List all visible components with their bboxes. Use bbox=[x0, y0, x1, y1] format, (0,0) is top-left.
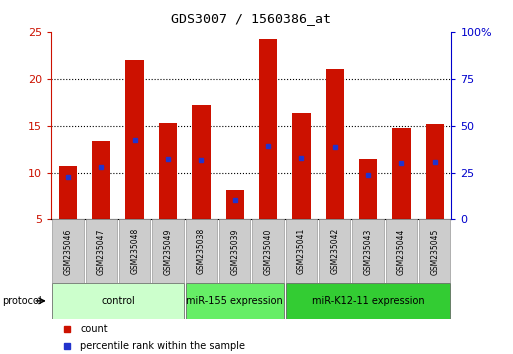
Bar bbox=[319, 219, 350, 283]
Bar bbox=[86, 219, 117, 283]
Bar bbox=[126, 60, 144, 219]
Text: GSM235049: GSM235049 bbox=[164, 228, 172, 275]
Text: GDS3007 / 1560386_at: GDS3007 / 1560386_at bbox=[171, 12, 331, 25]
Bar bbox=[186, 283, 284, 319]
Bar bbox=[426, 124, 444, 219]
Text: GSM235045: GSM235045 bbox=[430, 228, 439, 275]
Bar bbox=[186, 219, 217, 283]
Bar bbox=[419, 219, 450, 283]
Text: GSM235043: GSM235043 bbox=[364, 228, 372, 275]
Bar bbox=[326, 69, 344, 219]
Bar bbox=[286, 283, 450, 319]
Text: GSM235046: GSM235046 bbox=[64, 228, 72, 275]
Text: GSM235041: GSM235041 bbox=[297, 228, 306, 274]
Text: GSM235038: GSM235038 bbox=[197, 228, 206, 274]
Text: GSM235040: GSM235040 bbox=[264, 228, 272, 275]
Text: GSM235042: GSM235042 bbox=[330, 228, 339, 274]
Text: protocol: protocol bbox=[3, 296, 42, 306]
Bar bbox=[292, 113, 310, 219]
Bar bbox=[252, 219, 284, 283]
Bar bbox=[259, 39, 277, 219]
Bar bbox=[52, 219, 84, 283]
Bar bbox=[159, 123, 177, 219]
Bar bbox=[359, 159, 377, 219]
Bar bbox=[392, 129, 410, 219]
Bar bbox=[92, 141, 110, 219]
Bar bbox=[386, 219, 417, 283]
Bar bbox=[152, 219, 184, 283]
Text: count: count bbox=[80, 324, 108, 333]
Bar bbox=[352, 219, 384, 283]
Text: GSM235047: GSM235047 bbox=[97, 228, 106, 275]
Bar bbox=[226, 190, 244, 219]
Bar bbox=[286, 219, 317, 283]
Text: percentile rank within the sample: percentile rank within the sample bbox=[80, 341, 245, 351]
Text: GSM235044: GSM235044 bbox=[397, 228, 406, 275]
Bar bbox=[119, 219, 150, 283]
Bar bbox=[219, 219, 250, 283]
Text: GSM235039: GSM235039 bbox=[230, 228, 239, 275]
Bar bbox=[59, 166, 77, 219]
Bar bbox=[52, 283, 184, 319]
Text: miR-K12-11 expression: miR-K12-11 expression bbox=[312, 296, 424, 306]
Text: control: control bbox=[101, 296, 135, 306]
Text: miR-155 expression: miR-155 expression bbox=[186, 296, 283, 306]
Text: GSM235048: GSM235048 bbox=[130, 228, 139, 274]
Bar bbox=[192, 105, 210, 219]
